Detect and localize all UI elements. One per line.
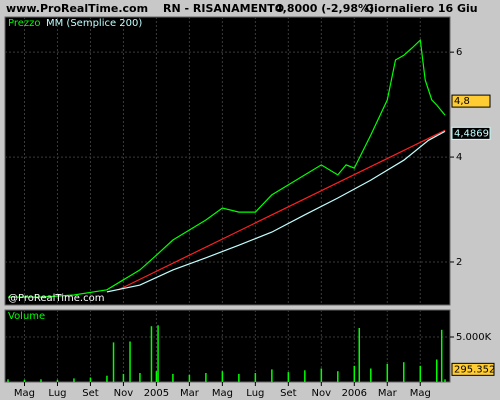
x-tick-label: Mar — [378, 388, 398, 399]
volume-bar — [287, 372, 290, 382]
volume-bar — [23, 379, 26, 382]
panel-title: Volume — [8, 311, 45, 322]
volume-bar — [112, 342, 115, 382]
watermark: @ProRealTime.com — [8, 293, 104, 304]
y-tick-label: 5.000K — [456, 332, 492, 343]
last-label-box — [451, 94, 491, 108]
quote: 4,8000 (-2,98%) — [275, 2, 374, 15]
last-label: 4,8 — [454, 96, 470, 107]
x-tick-label: Lug — [48, 388, 66, 399]
x-tick-label: Lug — [246, 388, 264, 399]
series-line — [8, 38, 446, 298]
volume-bar — [440, 329, 443, 382]
volume-bar — [188, 374, 191, 382]
volume-bar — [419, 365, 422, 382]
legend-entry: MM (Semplice 200) — [46, 18, 142, 29]
x-tick-label: Mag — [14, 388, 35, 399]
x-tick-label: Nov — [114, 388, 134, 399]
volume-bar — [150, 326, 153, 382]
volume-bar — [40, 379, 42, 382]
volume-bar — [172, 373, 174, 382]
y-tick-label: 2 — [456, 257, 462, 268]
volume-bar — [73, 378, 75, 382]
volume-bar — [221, 371, 224, 382]
volume-bar — [56, 379, 59, 382]
legend-entry: Prezzo — [8, 18, 41, 29]
volume-bar — [238, 373, 240, 382]
volume-bar — [358, 328, 360, 382]
period: Giornaliero 16 Giu — [365, 2, 478, 15]
volume-panel — [4, 309, 451, 383]
volume-bar — [129, 341, 131, 382]
volume-bar — [386, 364, 389, 382]
last-label-box — [451, 126, 491, 140]
x-tick-label: Mar — [180, 388, 200, 399]
price-panel — [4, 16, 451, 306]
volume-bar — [7, 379, 9, 382]
trendline — [118, 129, 446, 291]
volume-bar — [139, 373, 141, 382]
volume-bar — [337, 371, 339, 382]
series-line — [106, 130, 446, 293]
volume-bar — [370, 368, 372, 382]
x-tick-label: Set — [280, 388, 297, 399]
volume-bar — [444, 379, 446, 382]
volume-bar — [122, 373, 125, 382]
volume-bar — [304, 370, 306, 382]
x-tick-label: Mag — [410, 388, 431, 399]
volume-bar — [155, 371, 158, 382]
x-tick-label: 2006 — [342, 388, 367, 399]
volume-bar — [403, 362, 405, 382]
volume-bar — [436, 359, 438, 382]
volume-bar — [254, 373, 257, 382]
volume-bar — [106, 375, 108, 382]
volume-bar — [320, 368, 323, 382]
volume-bar — [157, 325, 159, 382]
last-label: 4,4869 — [454, 128, 489, 139]
volume-bar — [271, 369, 273, 382]
last-label-box — [451, 362, 495, 376]
x-tick-label: 2005 — [144, 388, 169, 399]
volume-bar — [205, 373, 207, 382]
symbol: RN - RISANAMENTO — [163, 2, 284, 15]
y-tick-label: 6 — [456, 47, 462, 58]
x-tick-label: Nov — [312, 388, 332, 399]
volume-bar — [353, 365, 356, 382]
x-tick-label: Set — [82, 388, 99, 399]
volume-bar — [89, 377, 92, 382]
y-tick-label: 4 — [456, 152, 462, 163]
x-tick-label: Mag — [212, 388, 233, 399]
site: www.ProRealTime.com — [6, 2, 148, 15]
last-label: 295.352 — [454, 364, 495, 375]
